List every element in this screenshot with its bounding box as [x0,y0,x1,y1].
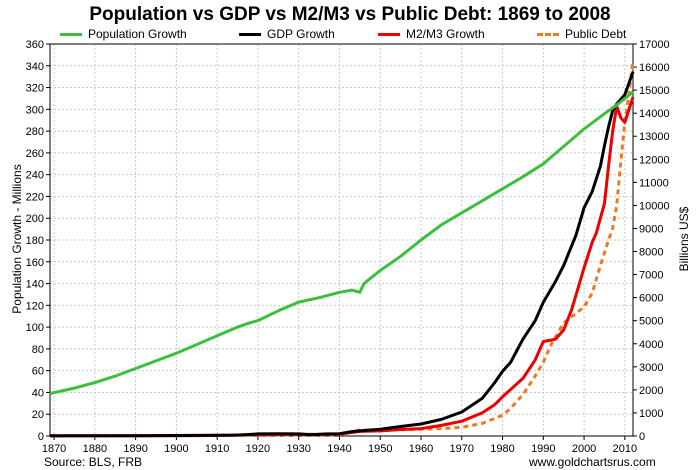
x-tick-label: 1870 [42,443,66,455]
y-left-tick-label: 40 [32,387,44,399]
legend-label-gdp: GDP Growth [267,27,335,41]
y-left-tick-label: 320 [26,83,44,95]
y-left-tick-label: 220 [26,191,44,203]
y-axis-right-label: Billions US$ [677,206,691,272]
y-left-tick-label: 140 [26,279,44,291]
x-tick-label: 2010 [613,443,637,455]
y-right-tick-label: 10000 [639,200,670,212]
y-left-tick-label: 60 [32,366,44,378]
y-left-tick-label: 80 [32,344,44,356]
y-right-tick-label: 12000 [639,154,670,166]
x-tick-label: 1980 [490,443,514,455]
x-tick-label: 1910 [205,443,229,455]
website-credit: www.goldchartsrus.com [529,455,656,469]
y-left-tick-label: 300 [26,104,44,116]
x-tick-label: 1900 [164,443,188,455]
legend-item-gdp: GDP Growth [239,27,335,41]
legend-swatch-debt [537,32,559,36]
y-right-tick-label: 9000 [639,223,663,235]
y-right-tick-label: 11000 [639,177,669,189]
y-right-tick-label: 2000 [639,385,663,397]
series-line-population-growth [49,90,634,395]
legend-swatch-population [60,32,82,36]
source-note: Source: BLS, FRB [44,455,143,469]
plot-area [50,44,633,436]
y-left-tick-label: 280 [26,126,44,138]
x-tick-label: 1960 [409,443,433,455]
y-left-tick-label: 340 [26,61,44,73]
legend-label-debt: Public Debt [565,27,627,41]
x-tick-label: 1880 [83,443,107,455]
y-right-tick-label: 8000 [639,247,663,259]
chart-title: Population vs GDP vs M2/M3 vs Public Deb… [89,4,611,25]
y-right-tick-label: 4000 [639,339,663,351]
y-right-tick-label: 7000 [639,270,663,282]
y-left-tick-label: 100 [26,322,44,334]
x-tick-label: 2000 [572,443,596,455]
y-right-tick-label: 15000 [639,85,670,97]
legend-swatch-m2m3 [378,32,400,36]
legend-label-m2m3: M2/M3 Growth [406,27,485,41]
y-right-tick-label: 17000 [639,39,670,51]
y-left-tick-label: 240 [26,170,44,182]
legend-item-population: Population Growth [60,27,187,41]
y-axis-left-label: Population Growth - Millions [10,164,24,314]
legend-label-population: Population Growth [88,27,187,41]
y-left-tick-label: 360 [26,39,44,51]
y-left-tick-label: 0 [38,431,44,443]
y-left-tick-label: 20 [32,409,44,421]
y-right-tick-label: 6000 [639,293,663,305]
legend-swatch-gdp [239,32,261,36]
chart-legend: Population Growth GDP Growth M2/M3 Growt… [0,27,700,45]
x-tick-label: 1890 [123,443,147,455]
y-right-tick-label: 1000 [639,408,663,420]
y-left-tick-label: 160 [26,257,44,269]
y-left-tick-label: 260 [26,148,44,160]
y-right-tick-label: 13000 [639,131,670,143]
y-left-tick-label: 200 [26,213,44,225]
y-right-tick-label: 16000 [639,62,670,74]
y-left-tick-label: 180 [26,235,44,247]
y-right-tick-label: 5000 [639,316,663,328]
legend-item-m2m3: M2/M3 Growth [378,27,485,41]
x-tick-label: 1940 [327,443,351,455]
series-line-gdp-growth [50,71,635,438]
x-tick-label: 1950 [368,443,392,455]
x-tick-label: 1990 [531,443,555,455]
y-right-tick-label: 14000 [639,108,670,120]
legend-item-debt: Public Debt [537,27,626,41]
y-right-tick-label: 3000 [639,362,663,374]
x-tick-label: 1920 [246,443,270,455]
y-left-tick-label: 120 [26,300,44,312]
x-tick-label: 1970 [450,443,474,455]
y-right-tick-label: 0 [639,431,645,443]
x-tick-label: 1930 [286,443,310,455]
